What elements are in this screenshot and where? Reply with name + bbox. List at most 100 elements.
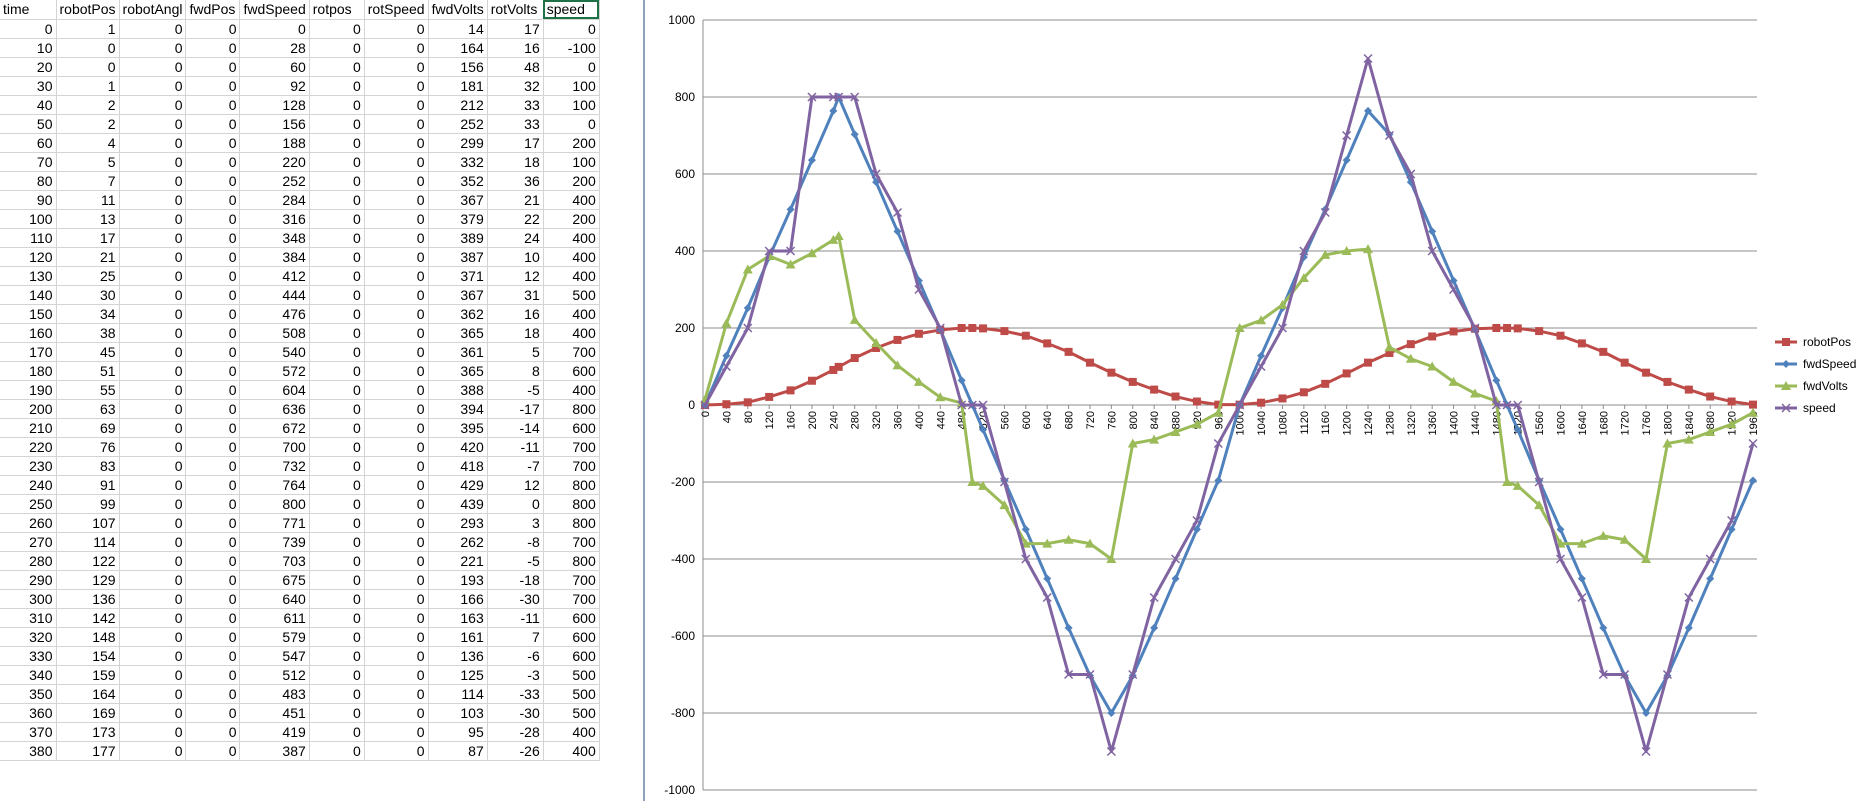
cell[interactable]: 400 xyxy=(543,228,600,248)
cell[interactable]: 387 xyxy=(239,741,310,761)
cell[interactable]: 0 xyxy=(309,551,365,571)
column-header[interactable]: time xyxy=(0,0,57,20)
cell[interactable]: 181 xyxy=(428,76,488,96)
cell[interactable]: 0 xyxy=(185,171,241,191)
column-header[interactable]: speed xyxy=(543,0,600,20)
cell[interactable]: 0 xyxy=(185,589,241,609)
cell[interactable]: 290 xyxy=(0,570,57,590)
cell[interactable]: 156 xyxy=(239,114,310,134)
cell[interactable]: 193 xyxy=(428,570,488,590)
cell[interactable]: 367 xyxy=(428,190,488,210)
cell[interactable]: -33 xyxy=(487,684,544,704)
cell[interactable]: 21 xyxy=(487,190,544,210)
cell[interactable]: 0 xyxy=(119,627,187,647)
cell[interactable]: 500 xyxy=(543,703,600,723)
cell[interactable]: -28 xyxy=(487,722,544,742)
cell[interactable]: 24 xyxy=(487,228,544,248)
cell[interactable]: 5 xyxy=(487,342,544,362)
cell[interactable]: 0 xyxy=(185,190,241,210)
cell[interactable]: 400 xyxy=(543,741,600,761)
cell[interactable]: 365 xyxy=(428,323,488,343)
cell[interactable]: 14 xyxy=(428,19,488,39)
cell[interactable]: 114 xyxy=(56,532,120,552)
cell[interactable]: 0 xyxy=(309,722,365,742)
cell[interactable]: 0 xyxy=(119,418,187,438)
cell[interactable]: 0 xyxy=(185,380,241,400)
cell[interactable]: 0 xyxy=(309,684,365,704)
cell[interactable]: 394 xyxy=(428,399,488,419)
cell[interactable]: 0 xyxy=(364,380,429,400)
cell[interactable]: 0 xyxy=(364,266,429,286)
cell[interactable]: 0 xyxy=(185,95,241,115)
cell[interactable]: 0 xyxy=(309,133,365,153)
cell[interactable]: 0 xyxy=(364,133,429,153)
cell[interactable]: 700 xyxy=(543,570,600,590)
cell[interactable]: 0 xyxy=(309,323,365,343)
cell[interactable]: 0 xyxy=(364,38,429,58)
cell[interactable]: 0 xyxy=(119,95,187,115)
cell[interactable]: 0 xyxy=(364,722,429,742)
cell[interactable]: 164 xyxy=(428,38,488,58)
cell[interactable]: 0 xyxy=(185,152,241,172)
cell[interactable]: 100 xyxy=(543,76,600,96)
cell[interactable]: 95 xyxy=(428,722,488,742)
cell[interactable]: 330 xyxy=(0,646,57,666)
cell[interactable]: 400 xyxy=(543,722,600,742)
cell[interactable]: 387 xyxy=(428,247,488,267)
cell[interactable]: 380 xyxy=(0,741,57,761)
cell[interactable]: 0 xyxy=(364,741,429,761)
cell[interactable]: 332 xyxy=(428,152,488,172)
cell[interactable]: 400 xyxy=(543,380,600,400)
cell[interactable]: 100 xyxy=(0,209,57,229)
cell[interactable]: 365 xyxy=(428,361,488,381)
column-header[interactable]: robotAngl xyxy=(119,0,187,20)
cell[interactable]: 18 xyxy=(487,152,544,172)
cell[interactable]: 0 xyxy=(185,437,241,457)
cell[interactable]: 547 xyxy=(239,646,310,666)
cell[interactable]: 55 xyxy=(56,380,120,400)
cell[interactable]: 367 xyxy=(428,285,488,305)
cell[interactable]: 370 xyxy=(0,722,57,742)
cell[interactable]: 512 xyxy=(239,665,310,685)
cell[interactable]: 0 xyxy=(364,513,429,533)
cell[interactable]: 0 xyxy=(119,494,187,514)
cell[interactable]: 0 xyxy=(119,722,187,742)
cell[interactable]: 0 xyxy=(185,304,241,324)
cell[interactable]: 5 xyxy=(56,152,120,172)
cell[interactable]: 0 xyxy=(119,304,187,324)
cell[interactable]: 163 xyxy=(428,608,488,628)
cell[interactable]: 0 xyxy=(185,532,241,552)
cell[interactable]: -5 xyxy=(487,551,544,571)
cell[interactable]: -30 xyxy=(487,703,544,723)
cell[interactable]: 400 xyxy=(543,266,600,286)
cell[interactable]: 252 xyxy=(239,171,310,191)
cell[interactable]: 169 xyxy=(56,703,120,723)
cell[interactable]: 210 xyxy=(0,418,57,438)
cell[interactable]: 400 xyxy=(543,323,600,343)
cell[interactable]: 0 xyxy=(119,171,187,191)
cell[interactable]: 389 xyxy=(428,228,488,248)
cell[interactable]: 0 xyxy=(119,209,187,229)
cell[interactable]: 0 xyxy=(309,475,365,495)
cell[interactable]: 13 xyxy=(56,209,120,229)
cell[interactable]: 0 xyxy=(185,722,241,742)
cell[interactable]: 136 xyxy=(56,589,120,609)
cell[interactable]: 69 xyxy=(56,418,120,438)
cell[interactable]: 0 xyxy=(185,342,241,362)
cell[interactable]: 395 xyxy=(428,418,488,438)
cell[interactable]: 0 xyxy=(309,342,365,362)
cell[interactable]: 600 xyxy=(543,418,600,438)
cell[interactable]: 18 xyxy=(487,323,544,343)
cell[interactable]: 60 xyxy=(239,57,310,77)
cell[interactable]: 300 xyxy=(0,589,57,609)
cell[interactable]: 0 xyxy=(119,38,187,58)
cell[interactable]: 0 xyxy=(543,19,600,39)
cell[interactable]: 0 xyxy=(185,114,241,134)
cell[interactable]: 0 xyxy=(309,646,365,666)
cell[interactable]: 0 xyxy=(185,247,241,267)
cell[interactable]: 0 xyxy=(185,228,241,248)
cell[interactable]: 0 xyxy=(185,741,241,761)
cell[interactable]: 200 xyxy=(543,171,600,191)
cell[interactable]: 0 xyxy=(364,399,429,419)
cell[interactable]: 0 xyxy=(119,57,187,77)
